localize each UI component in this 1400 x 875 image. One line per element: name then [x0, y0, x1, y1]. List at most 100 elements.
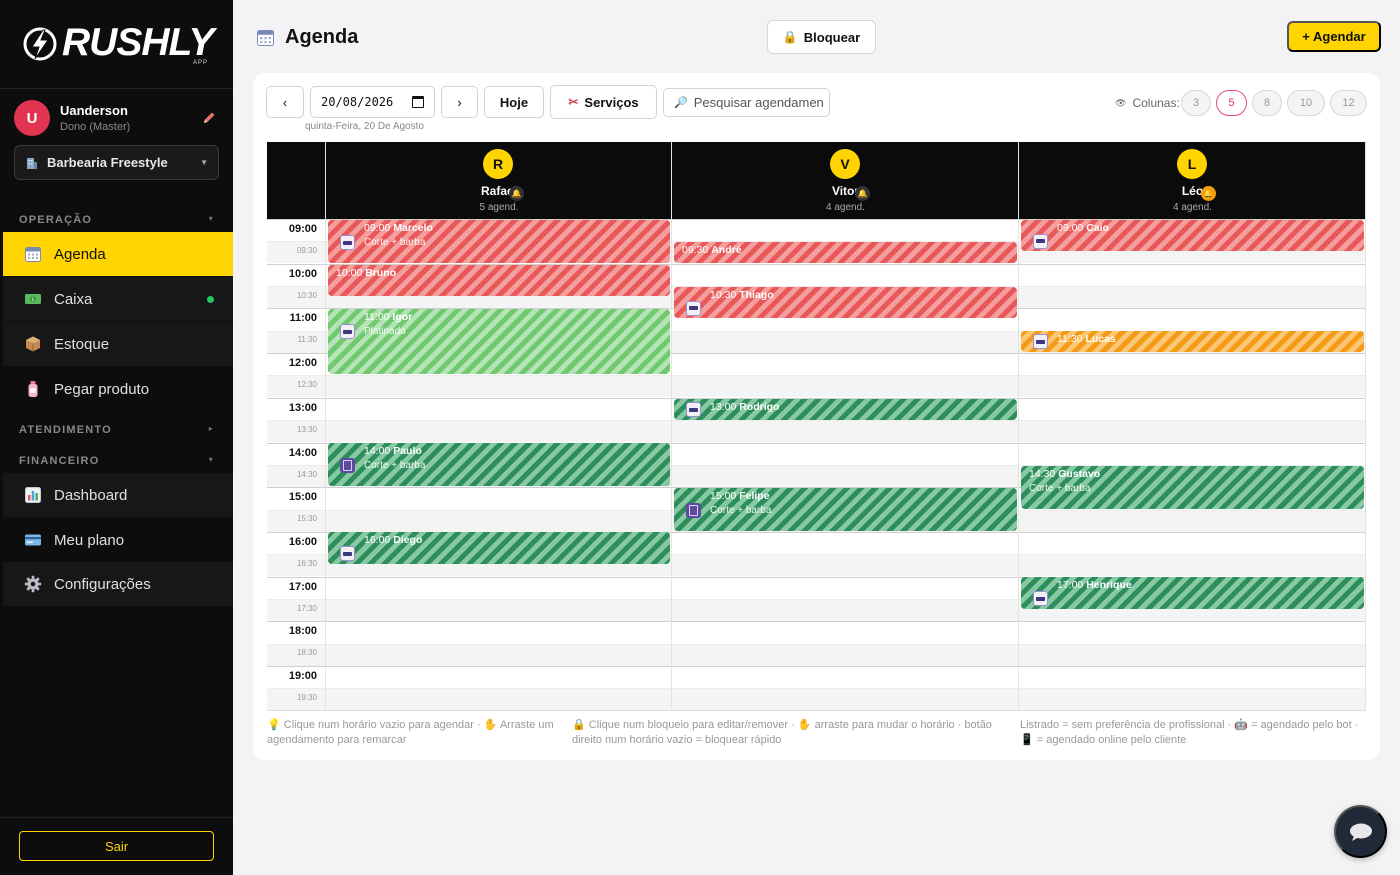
sidebar-divider [0, 88, 233, 89]
appointment-title: 11:00 Igor [364, 311, 412, 323]
appointment-client: Diego [393, 534, 423, 546]
columns-label-text: Colunas: [1132, 96, 1180, 110]
professional-avatar: L [1177, 149, 1207, 179]
appointment-time: 09:00 [1057, 222, 1084, 234]
nav-configuracoes[interactable]: Configurações [3, 562, 233, 606]
appointment-block[interactable]: 16:00 Diego [328, 532, 670, 564]
new-appointment-button[interactable]: + Agendar [1287, 21, 1381, 52]
date-input[interactable]: 20/08/2026 [310, 86, 435, 118]
sidebar-divider [0, 817, 233, 818]
prev-day-button[interactable]: ‹ [266, 86, 304, 118]
appointment-block[interactable]: 17:00 Henrique [1021, 577, 1364, 609]
professional-name: Vitor [831, 184, 860, 198]
half-hour-label: 13:30 [296, 424, 317, 434]
appointment-block[interactable]: 13:00 Rodrigo [674, 399, 1017, 420]
hour-label: 15:00 [288, 491, 317, 504]
hour-label: 11:00 [289, 312, 317, 325]
appointment-client: Marcelo [393, 222, 433, 234]
appointment-time: 17:00 [1057, 579, 1084, 591]
appointment-block[interactable]: 14:00 Paulo Corte + barba [328, 443, 670, 486]
appointment-block[interactable]: 09:00 Caio [1021, 220, 1364, 251]
bot-icon [686, 300, 701, 316]
columns-option-selected[interactable]: 5 [1216, 90, 1247, 116]
hour-label: 09:00 [288, 223, 317, 235]
hour-label: 12:00 [288, 357, 317, 370]
professional-count: 5 agend. [479, 202, 519, 213]
sidebar: RUSHLY APP U Uanderson Dono (Master) Bar… [0, 0, 233, 875]
search-input[interactable]: 🔎 Pesquisar agendamen [663, 88, 830, 117]
user-role: Dono (Master) [60, 121, 131, 133]
columns-option[interactable]: 3 [1181, 90, 1211, 116]
bot-icon [340, 235, 355, 250]
appointment-time: 11:00 [364, 311, 390, 323]
half-hour-slot[interactable] [267, 375, 1366, 398]
hint-text: Listrado = sem preferência de profission… [1020, 719, 1359, 746]
logout-button[interactable]: Sair [19, 831, 214, 861]
nav-caixa[interactable]: $ Caixa [3, 277, 233, 321]
half-hour-slot[interactable] [267, 643, 1366, 666]
section-atendimento[interactable]: ATENDIMENTO ▸ [19, 424, 214, 436]
today-button[interactable]: Hoje [484, 86, 544, 118]
nav-meu-plano[interactable]: Meu plano [3, 518, 233, 562]
appointment-block[interactable]: 15:00 Felipe Corte + barba [674, 488, 1017, 531]
half-hour-label: 14:30 [296, 469, 317, 479]
shop-select[interactable]: Barbearia Freestyle ▼ [14, 145, 219, 180]
appointment-title: 09:00 Caio [1057, 222, 1109, 234]
brand-logo[interactable]: RUSHLY APP [22, 22, 217, 68]
grid-bottom-border [267, 710, 1366, 711]
nav-agenda[interactable]: Agenda [3, 232, 233, 276]
section-financeiro-label: FINANCEIRO [19, 455, 100, 467]
appointment-block[interactable]: 10:00 Bruno [328, 265, 670, 296]
section-operacao[interactable]: OPERAÇÃO ▾ [19, 214, 214, 226]
appointment-block[interactable]: 10:30 Thiago [674, 287, 1017, 318]
nav-dashboard[interactable]: Dashboard [3, 473, 233, 517]
block-button-label: Bloquear [803, 29, 861, 45]
columns-option[interactable]: 12 [1330, 90, 1367, 116]
columns-option[interactable]: 8 [1252, 90, 1282, 116]
column-divider [1365, 142, 1366, 710]
appointment-client: Paulo [393, 445, 422, 457]
half-hour-slot[interactable] [267, 420, 1366, 443]
lock-icon: 🔒 [782, 30, 798, 44]
professional-column-header[interactable]: L Léo 🔔 4 agend. [1019, 142, 1366, 219]
appointment-block[interactable]: 11:00 Igor Platinado [328, 309, 670, 374]
appointment-block[interactable]: 11:30 Lucas [1021, 331, 1364, 352]
appointment-block[interactable]: 09:30 André [674, 242, 1017, 263]
section-atendimento-label: ATENDIMENTO [19, 424, 112, 436]
shop-select-value: Barbearia Freestyle [47, 155, 168, 170]
professional-column-header[interactable]: V Vitor 🔔 4 agend. [672, 142, 1019, 219]
phone-icon [686, 503, 701, 518]
bar-chart-icon [25, 487, 41, 503]
appointment-block[interactable]: 14:30 Gustavo Corte + barba [1021, 466, 1364, 509]
bell-icon: 🔔 [1201, 186, 1216, 201]
hour-label: 19:00 [288, 670, 317, 682]
nav-pegar-produto[interactable]: Pegar produto [3, 367, 233, 411]
appointment-block[interactable]: 09:00 Marcelo Corte + barba [328, 220, 670, 263]
services-button[interactable]: ✂ Serviços [550, 85, 657, 119]
calendar-icon [257, 30, 274, 46]
professional-count: 4 agend. [826, 202, 865, 213]
bot-icon [340, 546, 355, 561]
next-day-button[interactable]: › [441, 86, 478, 118]
hour-slot[interactable] [267, 666, 1366, 688]
block-button[interactable]: 🔒 Bloquear [767, 20, 876, 54]
hour-slot[interactable] [267, 621, 1366, 644]
pencil-icon[interactable] [201, 110, 217, 126]
section-financeiro[interactable]: FINANCEIRO ▾ [19, 455, 214, 467]
nav-estoque[interactable]: Estoque [3, 322, 233, 366]
chat-button[interactable] [1334, 805, 1387, 858]
appointment-client: Gustavo [1058, 468, 1101, 480]
calendar-picker-icon[interactable] [412, 96, 424, 108]
hour-label: 18:00 [288, 625, 317, 638]
appointment-time: 16:00 [364, 534, 391, 546]
professional-column-header[interactable]: R Rafael 🔔 5 agend. [326, 142, 672, 219]
appointment-title: 14:30 Gustavo [1029, 468, 1100, 480]
columns-option[interactable]: 10 [1287, 90, 1325, 116]
appointment-time: 14:00 [364, 445, 391, 457]
half-hour-slot[interactable] [267, 688, 1366, 711]
bottle-icon [28, 381, 38, 397]
user-name: Uanderson [60, 103, 128, 118]
appointment-client: André [711, 244, 742, 256]
appointment-title: 14:00 Paulo [364, 445, 422, 457]
user-avatar[interactable]: U [14, 100, 50, 136]
